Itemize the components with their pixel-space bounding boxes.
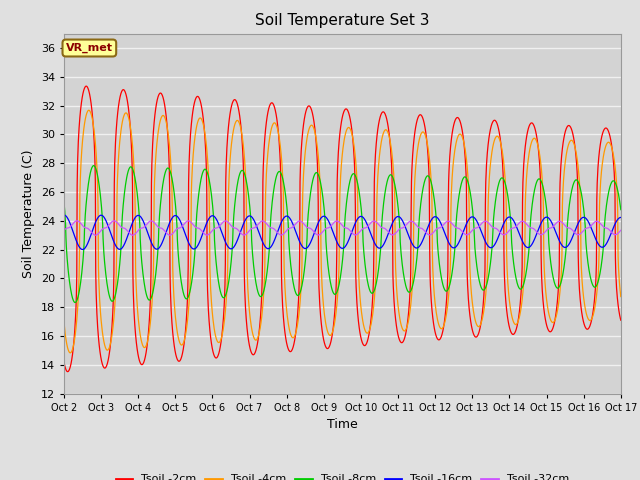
Tsoil -8cm bbox=[429, 192, 437, 197]
Tsoil -4cm bbox=[247, 321, 255, 326]
Line: Tsoil -16cm: Tsoil -16cm bbox=[64, 215, 621, 250]
Tsoil -4cm bbox=[60, 319, 68, 325]
Tsoil -2cm bbox=[429, 321, 437, 326]
Tsoil -32cm bbox=[172, 228, 179, 234]
Title: Soil Temperature Set 3: Soil Temperature Set 3 bbox=[255, 13, 429, 28]
Tsoil -8cm bbox=[247, 217, 255, 223]
Tsoil -4cm bbox=[172, 310, 179, 316]
Tsoil -4cm bbox=[502, 204, 510, 209]
Tsoil -8cm bbox=[60, 199, 68, 205]
Tsoil -32cm bbox=[617, 228, 625, 233]
Tsoil -16cm bbox=[429, 215, 437, 220]
Tsoil -4cm bbox=[85, 108, 93, 113]
Tsoil -16cm bbox=[617, 215, 625, 220]
Tsoil -32cm bbox=[429, 229, 437, 235]
Tsoil -32cm bbox=[185, 218, 193, 224]
X-axis label: Time: Time bbox=[327, 418, 358, 431]
Tsoil -2cm bbox=[185, 180, 193, 185]
Tsoil -2cm bbox=[172, 348, 179, 354]
Tsoil -8cm bbox=[72, 300, 79, 305]
Tsoil -4cm bbox=[67, 350, 74, 356]
Tsoil -16cm bbox=[246, 213, 254, 219]
Y-axis label: Soil Temperature (C): Soil Temperature (C) bbox=[22, 149, 35, 278]
Line: Tsoil -8cm: Tsoil -8cm bbox=[64, 166, 621, 302]
Tsoil -2cm bbox=[63, 369, 71, 374]
Tsoil -2cm bbox=[552, 314, 559, 320]
Tsoil -16cm bbox=[60, 212, 68, 218]
Tsoil -16cm bbox=[184, 239, 192, 245]
Tsoil -32cm bbox=[60, 228, 68, 233]
Line: Tsoil -2cm: Tsoil -2cm bbox=[64, 86, 621, 372]
Tsoil -8cm bbox=[617, 207, 625, 213]
Tsoil -2cm bbox=[82, 83, 90, 89]
Tsoil -4cm bbox=[429, 281, 437, 287]
Tsoil -4cm bbox=[617, 294, 625, 300]
Tsoil -16cm bbox=[171, 213, 179, 218]
Text: VR_met: VR_met bbox=[66, 43, 113, 53]
Tsoil -16cm bbox=[551, 228, 559, 233]
Tsoil -16cm bbox=[502, 217, 509, 223]
Tsoil -4cm bbox=[552, 316, 559, 322]
Tsoil -32cm bbox=[502, 231, 510, 237]
Tsoil -4cm bbox=[185, 306, 193, 312]
Legend: Tsoil -2cm, Tsoil -4cm, Tsoil -8cm, Tsoil -16cm, Tsoil -32cm: Tsoil -2cm, Tsoil -4cm, Tsoil -8cm, Tsoi… bbox=[111, 470, 573, 480]
Tsoil -32cm bbox=[74, 218, 81, 224]
Tsoil -8cm bbox=[502, 185, 510, 191]
Tsoil -32cm bbox=[552, 221, 559, 227]
Tsoil -16cm bbox=[79, 247, 86, 252]
Line: Tsoil -32cm: Tsoil -32cm bbox=[64, 221, 621, 235]
Line: Tsoil -4cm: Tsoil -4cm bbox=[64, 110, 621, 353]
Tsoil -32cm bbox=[92, 232, 100, 238]
Tsoil -2cm bbox=[617, 317, 625, 323]
Tsoil -2cm bbox=[60, 360, 68, 365]
Tsoil -8cm bbox=[552, 283, 559, 288]
Tsoil -8cm bbox=[185, 293, 193, 299]
Tsoil -32cm bbox=[247, 226, 255, 232]
Tsoil -2cm bbox=[502, 303, 510, 309]
Tsoil -8cm bbox=[172, 198, 179, 204]
Tsoil -8cm bbox=[90, 163, 98, 168]
Tsoil -2cm bbox=[247, 348, 255, 354]
